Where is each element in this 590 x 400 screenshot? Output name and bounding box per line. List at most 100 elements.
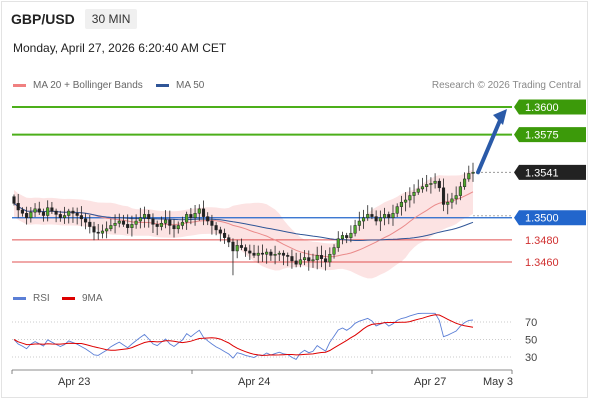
- candle-body: [172, 225, 176, 230]
- candle-body: [46, 207, 50, 216]
- candle-body: [315, 255, 319, 261]
- candle-body: [20, 209, 24, 214]
- legend-ma50: MA 50: [156, 80, 204, 91]
- candle-body: [281, 252, 286, 256]
- rsi-label: RSI: [33, 293, 50, 304]
- candle-body: [117, 220, 121, 224]
- candle-body: [416, 188, 420, 193]
- candle-body: [206, 216, 210, 222]
- candle-body: [71, 210, 75, 214]
- ma20-swatch: [13, 84, 26, 87]
- candle-body: [420, 186, 425, 190]
- candle-body: [244, 247, 248, 252]
- candle-body: [454, 195, 458, 200]
- candle-body: [29, 211, 33, 218]
- candle-body: [429, 183, 433, 185]
- rsi-ma-swatch: [62, 297, 75, 300]
- candle-body: [252, 252, 256, 256]
- candle-body: [12, 196, 16, 204]
- x-label-apr27: Apr 27: [414, 376, 447, 388]
- candle-body: [197, 208, 201, 214]
- candle-body: [290, 256, 294, 262]
- candle-body: [408, 195, 412, 201]
- candle-body: [201, 208, 206, 217]
- level-label-3: 1.3500: [525, 213, 559, 225]
- candle-body: [147, 214, 151, 220]
- candle-body: [210, 220, 214, 226]
- candle-body: [121, 220, 126, 225]
- x-label-apr23: Apr 23: [58, 376, 91, 388]
- candle-body: [25, 213, 29, 218]
- candle-body: [265, 251, 269, 255]
- legend-ma20: MA 20 + Bollinger Bands: [13, 80, 143, 91]
- candle-body: [357, 220, 361, 226]
- candle-body: [425, 184, 429, 187]
- candle-body: [193, 213, 197, 218]
- candle-body: [378, 217, 382, 222]
- candle-body: [366, 214, 370, 218]
- candle-body: [214, 225, 218, 231]
- candle-body: [109, 225, 113, 230]
- candle-body: [349, 232, 353, 238]
- candle-body: [399, 201, 403, 207]
- candle-body: [248, 250, 252, 254]
- candle-body: [126, 224, 130, 228]
- x-label-apr24: Apr 24: [238, 376, 271, 388]
- candle-body: [311, 259, 315, 262]
- candle-body: [37, 208, 41, 213]
- candle-body: [105, 228, 109, 232]
- candle-body: [41, 211, 46, 216]
- candle-body: [441, 187, 446, 205]
- timeframe-badge[interactable]: 30 MIN: [84, 9, 138, 29]
- candle-body: [463, 178, 467, 187]
- rsi-ma-line: [13, 314, 474, 356]
- datetime-label: Monday, April 27, 2026 6:20:40 AM CET: [13, 41, 227, 55]
- candle-body: [75, 213, 79, 216]
- level-label-4: 1.3480: [525, 235, 559, 247]
- candle-body: [185, 214, 189, 223]
- candle-body: [218, 229, 222, 234]
- candle-body: [84, 218, 88, 223]
- candle-body: [189, 214, 193, 218]
- candle-body: [446, 201, 450, 205]
- candle-body: [16, 203, 20, 211]
- candle-body: [256, 252, 260, 256]
- candle-body: [58, 214, 62, 218]
- candle-body: [273, 254, 277, 256]
- candle-body: [370, 214, 374, 217]
- candle-body: [467, 173, 471, 180]
- candle-body: [134, 220, 138, 225]
- rsi-swatch: [13, 297, 26, 300]
- candle-body: [155, 224, 159, 227]
- candle-body: [277, 252, 281, 255]
- candle-body: [151, 218, 155, 225]
- candle-body: [374, 216, 378, 222]
- candle-body: [433, 180, 437, 184]
- bollinger-band-area: [14, 169, 473, 279]
- candle-body: [231, 241, 235, 252]
- forecast-arrow-head: [493, 109, 507, 125]
- candle-body: [235, 245, 239, 252]
- rsi-ma-label: 9MA: [82, 293, 103, 304]
- candle-body: [54, 210, 58, 215]
- candle-body: [324, 258, 328, 263]
- level-label-0: 1.3600: [525, 102, 559, 114]
- candle-body: [286, 255, 290, 257]
- candle-body: [471, 172, 475, 174]
- candle-body: [33, 208, 37, 213]
- candle-body: [239, 245, 243, 248]
- candle-body: [92, 226, 96, 233]
- copyright-label: Research © 2026 Trading Central: [431, 80, 581, 91]
- candle-body: [62, 215, 67, 218]
- candle-body: [395, 206, 399, 214]
- candle-body: [307, 257, 311, 262]
- forecast-arrow-shaft: [476, 116, 503, 175]
- candle-body: [328, 254, 332, 263]
- ma20-label: MA 20 + Bollinger Bands: [33, 80, 143, 91]
- level-tag-0: [514, 99, 586, 115]
- candle-body: [458, 186, 462, 196]
- candle-body: [50, 207, 54, 212]
- candle-body: [67, 210, 71, 216]
